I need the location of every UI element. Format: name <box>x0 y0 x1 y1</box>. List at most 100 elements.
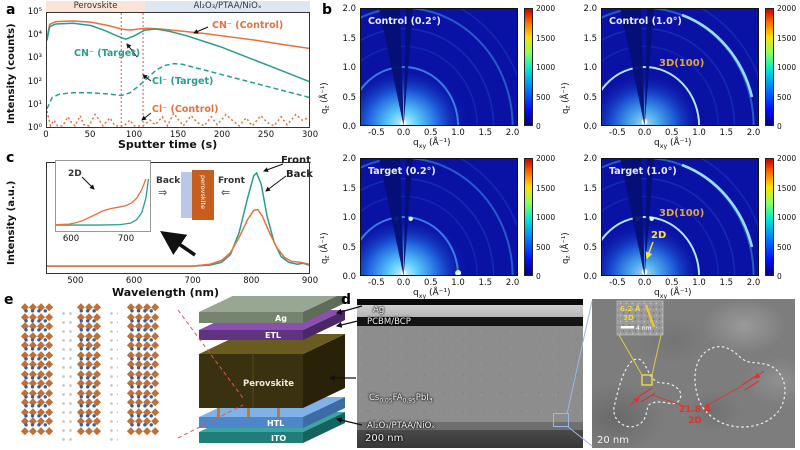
contact-pillar <box>217 407 220 417</box>
tem-htl-layer <box>357 422 583 430</box>
band-al2o3-ptaa-niox: Al₂O₃/PTAA/NiOₓ <box>145 1 310 12</box>
schematic-perovskite-label: perovskite <box>199 175 207 209</box>
panel-a-label: a <box>6 2 16 18</box>
octahedra-row: ◆◆◆ <box>76 377 102 389</box>
tem-ag-label: Ag <box>373 305 385 315</box>
annotation-line <box>651 394 688 408</box>
octahedra-row: ◆◆◆ <box>76 405 102 418</box>
spacing-mark <box>744 380 760 391</box>
map-xtick: -0.5 <box>609 278 626 288</box>
cation-row: ●●●● <box>130 356 156 362</box>
map-ytick: 0.0 <box>342 122 356 132</box>
map-ytick: 1.0 <box>583 63 597 73</box>
octahedra-row: ◆◆◆◆ <box>126 329 160 342</box>
a-ytick: 10⁰ <box>27 123 42 133</box>
map-xtick: 1.0 <box>692 278 706 288</box>
octahedra-row: ◆◆◆◆ <box>20 320 54 332</box>
cation-row: ●●●● <box>24 404 50 410</box>
schematic-substrate <box>181 172 192 218</box>
cation-row: ●●● <box>79 413 99 419</box>
schematic-back-arrow-icon: ⇒ <box>158 186 168 199</box>
map-ytick: 0.5 <box>583 242 597 253</box>
cation-row: ●●●● <box>130 309 156 315</box>
contact-pillar <box>277 407 280 417</box>
map-xtick: 0.0 <box>637 128 652 138</box>
octahedra-row: ◆◆◆◆ <box>126 424 160 437</box>
tem-perovskite-layer <box>357 326 583 422</box>
schematic-perovskite: perovskite <box>192 170 214 220</box>
cation-row: ●●●● <box>24 394 50 400</box>
tag-2d: 2D <box>688 416 702 426</box>
label-3d100: 3D(100) <box>659 58 704 69</box>
octahedra-row: ◆◆◆◆ <box>20 367 54 380</box>
etl-side <box>303 310 345 340</box>
inset-tick-600: 600 <box>62 234 80 244</box>
map-ytick: 1.0 <box>583 213 597 223</box>
cation-row: ●●●● <box>130 423 156 429</box>
colorbar-tick: 1000 <box>536 63 556 72</box>
ag-side <box>303 296 345 323</box>
cation-row: ●●●● <box>130 394 156 400</box>
d-spacing-2d: 21.8 Å <box>679 404 711 415</box>
ann-cl-target: Cl⁻ (Target) <box>152 76 214 87</box>
cation-row: ●●● <box>79 423 99 429</box>
octahedra-row: ◆◆◆ <box>76 320 102 332</box>
crystal-column: ◆◆◆ ●●● ◆◆◆ ●●● ◆◆◆ ●●● ◆◆◆ ●●● ◆◆◆ ●●● ◆◆◆ ●●● ◆◆◆ ●… <box>72 301 106 436</box>
curve <box>46 22 310 83</box>
colorbar-tick: 1500 <box>777 33 797 43</box>
colorbar-tick: 500 <box>777 92 792 102</box>
tem-ag-layer <box>357 305 583 317</box>
octahedra-row: ◆◆◆◆ <box>126 320 160 332</box>
crystal-column: ◆◆◆◆ ●●●● ◆◆◆◆ ●●●● ◆◆◆◆ ●●●● ◆◆◆◆ ●●●● ◆◆◆◆ ●●●●… <box>14 301 60 436</box>
map-xtick: 2.0 <box>746 278 761 288</box>
map-ytick: 0.5 <box>342 92 356 103</box>
octahedra-row: ◆◆◆◆ <box>126 339 160 351</box>
contact-pillar <box>247 407 250 417</box>
octahedra-row: ◆◆◆ <box>76 310 102 323</box>
colorbar-tick: 0 <box>777 272 782 281</box>
panel-b-label: b <box>322 2 333 18</box>
stack-perovskite-label: Perovskite <box>243 379 294 389</box>
map-xlabel: qxy (Å⁻¹) <box>413 288 451 300</box>
cation-row: ●●●● <box>24 337 50 343</box>
map-xtick: 1.0 <box>692 128 706 138</box>
map-xtick: 1.5 <box>478 278 493 288</box>
band-perovskite: Perovskite <box>46 1 145 12</box>
octahedra-row: ◆◆◆◆ <box>20 329 54 342</box>
cation-row: ●●● <box>79 347 99 353</box>
map-xtick: -0.5 <box>609 128 626 138</box>
domain-outline <box>694 346 786 428</box>
a-ytick: 10¹ <box>27 99 42 110</box>
a-ytick: 10² <box>27 76 42 87</box>
spacing-mark <box>741 375 757 386</box>
map-ytick: 1.0 <box>342 213 356 223</box>
octahedra-row: ◆◆◆ <box>76 329 102 342</box>
colorbar-tick: 2000 <box>536 154 556 163</box>
map-xtick: 1.5 <box>478 128 493 138</box>
map-ytick: 0.0 <box>583 122 597 132</box>
map-xtick: 1.0 <box>451 278 465 288</box>
map-xtick: 0.5 <box>665 278 679 288</box>
cation-row: ●●● <box>79 385 99 391</box>
c-xtick: 600 <box>125 276 143 286</box>
map-xtick: 1.0 <box>451 128 465 138</box>
stack-etl-label: ETL <box>265 331 281 340</box>
cation-row: ●●● <box>79 337 99 343</box>
tem-formula-label: Cs0.05FA0.95PbI3 <box>369 393 433 405</box>
stack-ag-label: Ag <box>275 314 287 323</box>
annotation-arrow <box>142 74 152 82</box>
ito-side <box>303 412 345 443</box>
device-stack: Ag ETL Perovskite HTL ITO <box>199 296 345 443</box>
octahedra-row: ◆◆◆◆ <box>20 310 54 323</box>
colorbar <box>765 158 774 276</box>
octahedra-row: ◆◆◆◆ <box>20 348 54 361</box>
map-title: Target (1.0°) <box>609 166 677 177</box>
stack-ito-label: ITO <box>271 434 286 443</box>
schematic-front-arrow-icon: ⇐ <box>221 186 231 199</box>
octahedra-row: ◆◆◆ <box>76 396 102 408</box>
map-xlabel: qxy (Å⁻¹) <box>654 288 692 300</box>
map-xlabel: qxy (Å⁻¹) <box>413 138 451 150</box>
colorbar-tick: 0 <box>536 122 541 131</box>
cation-row: ●●●● <box>24 385 50 391</box>
